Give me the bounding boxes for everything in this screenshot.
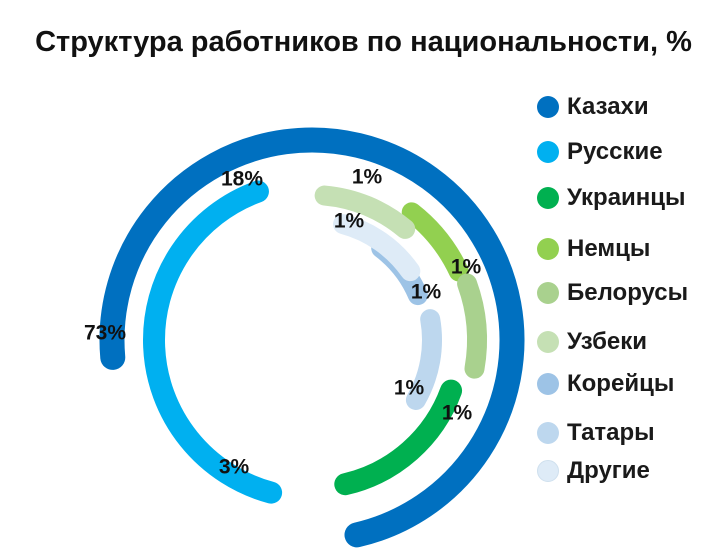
data-label-3: 1% — [442, 402, 473, 425]
legend-label: Узбеки — [567, 328, 648, 355]
arc-3 — [401, 202, 469, 282]
legend-swatch — [537, 422, 559, 444]
legend-swatch — [537, 187, 559, 209]
chart-title: Структура работников по национальности, … — [35, 26, 692, 58]
legend-swatch — [537, 460, 559, 482]
data-label-6: 1% — [394, 377, 425, 400]
data-label-1: 18% — [221, 168, 263, 191]
legend-label: Немцы — [567, 235, 651, 262]
data-label-8: 1% — [334, 210, 365, 233]
arc-1 — [143, 180, 283, 504]
legend-swatch — [537, 238, 559, 260]
data-label-7: 1% — [411, 281, 442, 304]
legend-swatch — [537, 96, 559, 118]
arc-0 — [99, 127, 525, 548]
data-label-2: 3% — [219, 456, 250, 479]
legend-label: Белорусы — [567, 279, 689, 306]
legend-label: Татары — [567, 419, 655, 446]
data-label-4: 1% — [451, 256, 482, 279]
arc-8 — [333, 214, 421, 282]
legend-label: Корейцы — [567, 370, 675, 397]
data-label-5: 1% — [352, 166, 383, 189]
arc-5 — [314, 185, 416, 239]
arc-4 — [457, 273, 487, 379]
legend-label: Русские — [567, 138, 663, 165]
data-label-0: 73% — [84, 322, 126, 345]
arc-7 — [405, 309, 442, 410]
legend-swatch — [537, 282, 559, 304]
legend-label: Другие — [567, 457, 650, 484]
legend-label: Украинцы — [567, 184, 686, 211]
legend-swatch — [537, 331, 559, 353]
legend-swatch — [537, 141, 559, 163]
legend-label: Казахи — [567, 93, 649, 120]
legend-swatch — [537, 373, 559, 395]
arc-2 — [334, 379, 463, 496]
